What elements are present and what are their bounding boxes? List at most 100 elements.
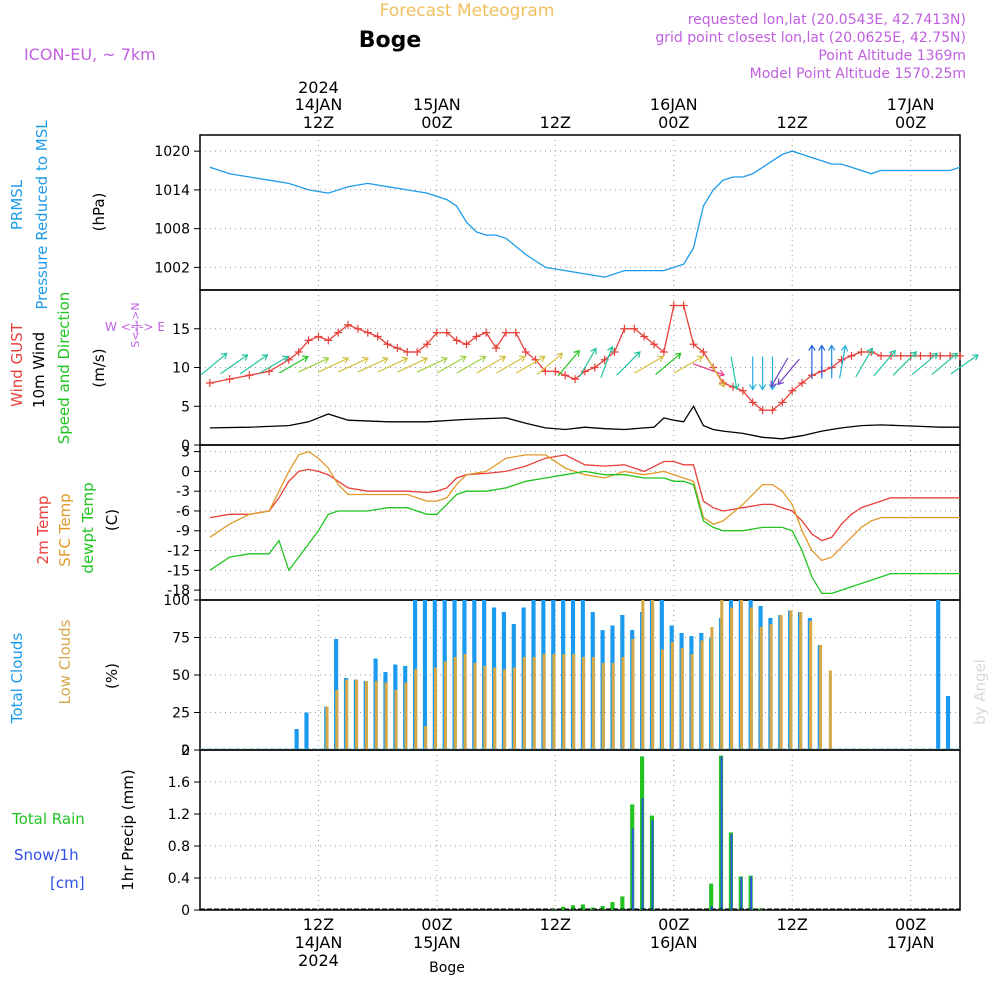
gust-marker	[314, 332, 323, 341]
gust-marker	[857, 348, 866, 356]
gust-marker	[679, 301, 688, 310]
low-cloud-bar	[512, 667, 517, 750]
gust-marker	[659, 348, 668, 356]
y-tick-label: 0	[181, 743, 190, 759]
y-tick-label: 3	[181, 445, 190, 461]
gust-marker	[452, 336, 461, 345]
y-tick-label: 15	[172, 322, 190, 338]
low-cloud-bar	[503, 669, 507, 750]
gust-marker	[472, 332, 481, 341]
rain-bar	[620, 896, 625, 910]
gust-marker	[699, 348, 708, 356]
y-tick-label: 0	[181, 438, 190, 454]
gust-marker	[334, 328, 343, 337]
wind-direction-arrow	[279, 355, 309, 374]
gust-marker	[353, 324, 362, 333]
low-cloud-bar	[473, 663, 477, 750]
low-cloud-bar	[493, 667, 497, 750]
gust-marker	[669, 301, 678, 310]
gust-marker	[511, 328, 520, 337]
low-cloud-bar	[739, 600, 744, 750]
watermark: by Angel	[971, 659, 989, 725]
snow-bar	[720, 756, 723, 910]
snow-bar	[730, 834, 733, 910]
rain-bar	[570, 905, 576, 910]
wind-direction-arrow	[578, 347, 597, 378]
bottom-date-label: 16JAN	[650, 933, 698, 952]
wind-direction-arrow	[337, 356, 370, 373]
low-cloud-bar	[670, 642, 674, 750]
top-time-label: 12Z	[540, 113, 571, 132]
wind-direction-arrow	[357, 356, 389, 373]
low-cloud-bar	[364, 681, 368, 750]
low-cloud-bar	[828, 670, 832, 750]
wind-direction-arrow	[827, 344, 836, 379]
y-tick-label: -15	[167, 563, 190, 579]
total-cloud-bar	[304, 712, 309, 750]
gust-marker	[877, 351, 886, 360]
snow-bar	[750, 876, 753, 910]
y-tick-label: -12	[167, 544, 190, 560]
gust-marker	[551, 367, 560, 376]
wind-direction-arrow	[496, 355, 526, 374]
low-cloud-bar	[463, 654, 467, 750]
wind-unit: (m/s)	[90, 348, 108, 387]
point-altitude: Point Altitude 1369m	[818, 48, 966, 64]
series-line	[209, 470, 960, 595]
bottom-time-label: 00Z	[421, 915, 452, 934]
rain-label: Total Rain	[11, 810, 85, 828]
low-cloud-bar	[433, 667, 438, 750]
gust-marker	[571, 375, 580, 384]
clouds-panel: 0 25 50 75 100	[163, 593, 961, 759]
low-cloud-bar	[325, 706, 329, 750]
total-cloud-bar	[945, 696, 951, 750]
low-clouds-label: Low Clouds	[56, 619, 74, 704]
wind-direction-arrow	[536, 352, 564, 376]
wind-direction-arrow	[557, 349, 581, 377]
y-tick-label: 1.2	[168, 807, 190, 823]
pressure-panel: 1002 1008 1014 1020	[154, 134, 961, 291]
low-cloud-bar	[591, 657, 596, 750]
top-date-label: 17JAN	[887, 95, 935, 114]
gust-marker	[916, 351, 925, 360]
wind-direction-arrow	[730, 356, 740, 391]
y-tick-label: -6	[176, 504, 190, 520]
wind-direction-arrow	[476, 355, 507, 374]
low-cloud-bar	[749, 607, 753, 750]
low-cloud-bar	[532, 657, 536, 750]
low-cloud-bar	[660, 649, 665, 750]
low-cloud-bar	[443, 661, 447, 750]
low-cloud-bar	[582, 657, 586, 750]
clouds-unit: (%)	[103, 663, 121, 689]
wind-direction-arrow	[377, 356, 409, 373]
low-cloud-bar	[542, 654, 546, 750]
wind-direction-arrow	[892, 351, 918, 376]
wind-direction-arrow	[655, 352, 682, 376]
low-cloud-bar	[335, 690, 339, 750]
top-time-label: 00Z	[658, 113, 689, 132]
wind-direction-arrow	[839, 344, 849, 379]
low-cloud-bar	[769, 624, 773, 750]
t2m-label: 2m Temp	[34, 496, 52, 565]
gust-marker	[501, 328, 510, 337]
wind-speed-dir-label: Speed and Direction	[55, 292, 73, 445]
gridpoint-coords: grid point closest lon,lat (20.0625E, 42…	[655, 30, 966, 46]
gust-marker	[837, 355, 846, 364]
snow-bar	[740, 877, 743, 910]
gust-marker	[650, 340, 659, 349]
low-cloud-bar	[631, 639, 635, 750]
top-time-label: 12Z	[777, 113, 808, 132]
bottom-date-label: 15JAN	[413, 933, 461, 952]
gust-marker	[728, 382, 737, 391]
model-altitude: Model Point Altitude 1570.25m	[750, 66, 966, 82]
wind-direction-arrow	[758, 356, 767, 391]
gust-marker	[413, 348, 422, 356]
y-tick-label: 1002	[154, 260, 190, 276]
top-time-label: 00Z	[421, 113, 452, 132]
low-cloud-bar	[404, 682, 408, 750]
pressure-label-1: PRMSL	[8, 179, 26, 230]
low-cloud-bar	[641, 600, 645, 750]
gust-marker	[689, 340, 698, 349]
